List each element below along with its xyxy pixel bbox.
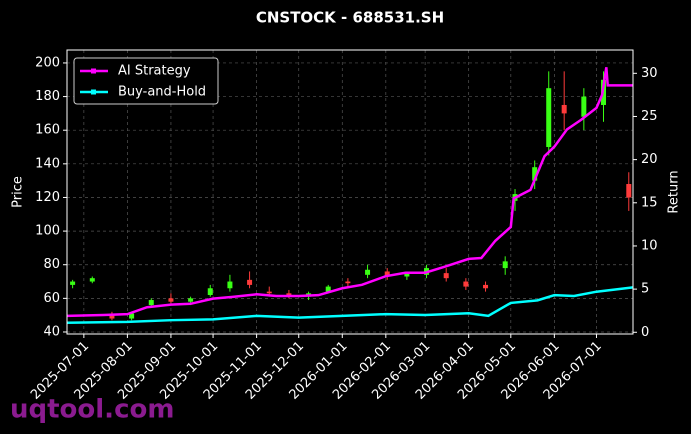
candle-body	[443, 273, 449, 279]
y2-tick-label: 5	[641, 282, 649, 297]
legend-label: Buy-and-Hold	[118, 85, 206, 100]
y-tick-label: 120	[35, 190, 60, 205]
candle-body	[404, 273, 410, 277]
candle-body	[546, 88, 552, 148]
candle-body	[626, 184, 632, 198]
y2-tick-label: 15	[641, 195, 658, 210]
y-tick-label: 160	[35, 123, 60, 138]
candle-body	[345, 281, 351, 284]
y-tick-label: 180	[35, 89, 60, 104]
candle-body	[266, 291, 272, 294]
y2-axis-label: Return	[667, 170, 682, 213]
candle-body	[89, 278, 95, 282]
y2-tick-label: 0	[641, 325, 649, 340]
candle-body	[325, 286, 331, 292]
legend-marker	[91, 68, 96, 74]
candle-body	[502, 261, 508, 269]
candle-body	[561, 104, 567, 114]
watermark: uqtool.com	[10, 395, 174, 425]
series-line	[66, 67, 633, 318]
y2-tick-label: 10	[641, 238, 658, 253]
candle-body	[70, 281, 76, 285]
candle-body	[384, 271, 390, 277]
candle-body	[286, 293, 292, 295]
y2-tick-label: 30	[641, 66, 658, 81]
candle-body	[207, 288, 213, 295]
candle-body	[109, 315, 115, 319]
y-tick-label: 60	[43, 291, 60, 306]
y-tick-label: 100	[35, 224, 60, 239]
series-line	[66, 286, 634, 325]
candle-body	[129, 313, 135, 319]
candle-body	[365, 269, 371, 275]
y2-tick-label: 20	[641, 152, 658, 167]
y-tick-label: 80	[43, 257, 60, 272]
candle-body	[463, 281, 469, 287]
candle-body	[581, 96, 587, 117]
candle-body	[168, 298, 174, 302]
candle-body	[532, 167, 538, 181]
legend-marker	[91, 89, 96, 95]
y-tick-label: 140	[35, 156, 60, 171]
candle-body	[247, 279, 253, 285]
plot-frame	[66, 49, 634, 335]
y2-tick-label: 25	[641, 109, 658, 124]
chart-title: CNSTOCK - 688531.SH	[256, 9, 444, 27]
candle-body	[227, 281, 233, 289]
legend-label: AI Strategy	[118, 64, 191, 79]
y-axis-label: Price	[11, 176, 26, 208]
candle-body	[148, 300, 154, 306]
candle-body	[188, 298, 194, 302]
legend-box	[73, 57, 219, 105]
legend: AI Strategy Buy-and-Hold	[73, 57, 219, 105]
candle-body	[483, 284, 489, 289]
y-tick-label: 200	[35, 55, 60, 70]
y-tick-label: 40	[43, 324, 60, 339]
